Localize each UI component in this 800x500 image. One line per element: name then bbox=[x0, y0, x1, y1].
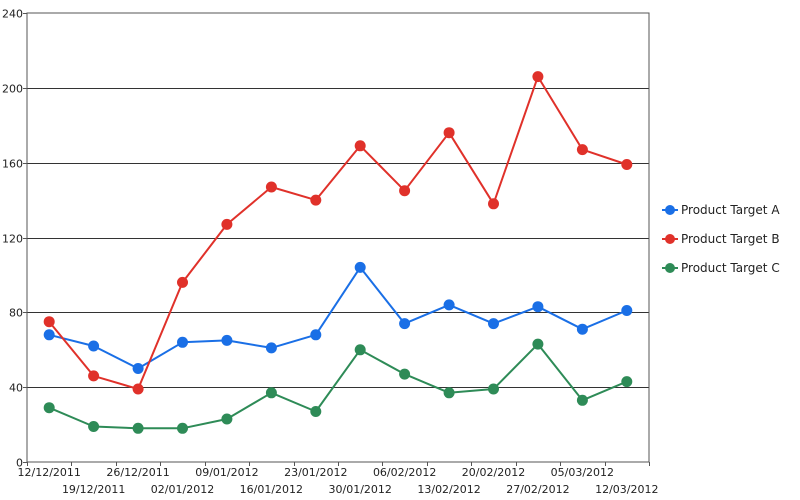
data-point bbox=[265, 342, 277, 354]
x-tick-label: 05/03/2012 bbox=[551, 466, 614, 479]
data-point bbox=[354, 344, 366, 356]
data-point bbox=[88, 421, 100, 432]
data-point bbox=[354, 261, 366, 273]
data-point bbox=[88, 340, 100, 352]
data-point bbox=[177, 422, 188, 434]
data-point bbox=[310, 194, 322, 206]
data-point bbox=[621, 159, 633, 170]
grid-lines bbox=[27, 88, 649, 388]
x-tick-label: 26/12/2011 bbox=[106, 466, 169, 479]
y-tick-label: 40 bbox=[9, 382, 23, 395]
data-point bbox=[221, 413, 233, 425]
data-point bbox=[43, 316, 55, 328]
data-point bbox=[132, 383, 144, 395]
data-point bbox=[265, 387, 277, 399]
data-point bbox=[221, 334, 233, 346]
data-point bbox=[576, 323, 588, 335]
data-point bbox=[132, 363, 144, 374]
y-tick-label: 160 bbox=[2, 158, 23, 171]
data-point bbox=[532, 301, 544, 313]
series-line-1 bbox=[48, 266, 628, 370]
y-tick-label: 0 bbox=[16, 457, 23, 470]
data-point bbox=[399, 368, 411, 380]
data-point bbox=[621, 305, 633, 316]
x-tick-label: 09/01/2012 bbox=[195, 466, 258, 479]
series-group bbox=[43, 71, 633, 434]
data-point bbox=[399, 185, 411, 197]
legend-marker bbox=[665, 263, 675, 273]
x-tick-label: 12/03/2012 bbox=[595, 483, 658, 496]
legend-label: Product Target B bbox=[681, 232, 780, 246]
y-tick-label: 80 bbox=[9, 307, 23, 320]
data-point bbox=[488, 198, 499, 210]
y-tick-label: 120 bbox=[2, 233, 23, 246]
legend: Product Target A Product Target B Product … bbox=[662, 203, 780, 275]
data-point bbox=[488, 318, 499, 330]
data-point bbox=[576, 394, 588, 406]
x-tick-label: 12/12/2011 bbox=[18, 466, 81, 479]
data-point bbox=[532, 71, 544, 83]
legend-marker bbox=[665, 234, 675, 244]
x-tick-label: 02/01/2012 bbox=[151, 483, 214, 496]
series-line-3 bbox=[48, 343, 628, 430]
x-tick-label: 23/01/2012 bbox=[284, 466, 347, 479]
data-point bbox=[576, 144, 588, 156]
data-point bbox=[310, 329, 322, 341]
data-point bbox=[177, 276, 188, 288]
data-point bbox=[43, 329, 55, 341]
x-tick-label: 19/12/2011 bbox=[62, 483, 125, 496]
legend-label: Product Target C bbox=[681, 261, 780, 275]
data-point bbox=[88, 370, 100, 382]
x-axis-ticks: 12/12/2011 19/12/2011 26/12/2011 02/01/2012… bbox=[18, 462, 658, 496]
data-point bbox=[265, 181, 277, 193]
y-axis-ticks: 0 40 80 120 160 200 240 bbox=[2, 8, 27, 470]
data-point bbox=[43, 402, 55, 414]
legend-marker bbox=[665, 205, 675, 215]
data-point bbox=[621, 376, 633, 388]
x-tick-label: 13/02/2012 bbox=[417, 483, 480, 496]
y-tick-label: 200 bbox=[2, 83, 23, 96]
series-line-2 bbox=[48, 75, 628, 390]
plot-frame bbox=[26, 12, 650, 463]
data-point bbox=[443, 127, 455, 139]
data-point bbox=[354, 140, 366, 152]
x-tick-label: 27/02/2012 bbox=[506, 483, 569, 496]
axes bbox=[26, 12, 650, 463]
data-point bbox=[132, 422, 144, 434]
data-point bbox=[532, 338, 544, 350]
x-tick-label: 30/01/2012 bbox=[329, 483, 392, 496]
x-tick-label: 16/01/2012 bbox=[240, 483, 303, 496]
x-tick-label: 06/02/2012 bbox=[373, 466, 436, 479]
data-point bbox=[177, 336, 188, 348]
data-point bbox=[488, 383, 499, 395]
x-tick-label: 20/02/2012 bbox=[462, 466, 525, 479]
legend-label: Product Target A bbox=[681, 203, 780, 217]
data-point bbox=[399, 318, 411, 330]
data-point bbox=[443, 299, 455, 311]
y-tick-label: 240 bbox=[2, 8, 23, 21]
data-point bbox=[221, 218, 233, 230]
data-point bbox=[310, 406, 322, 417]
data-point bbox=[443, 387, 455, 399]
